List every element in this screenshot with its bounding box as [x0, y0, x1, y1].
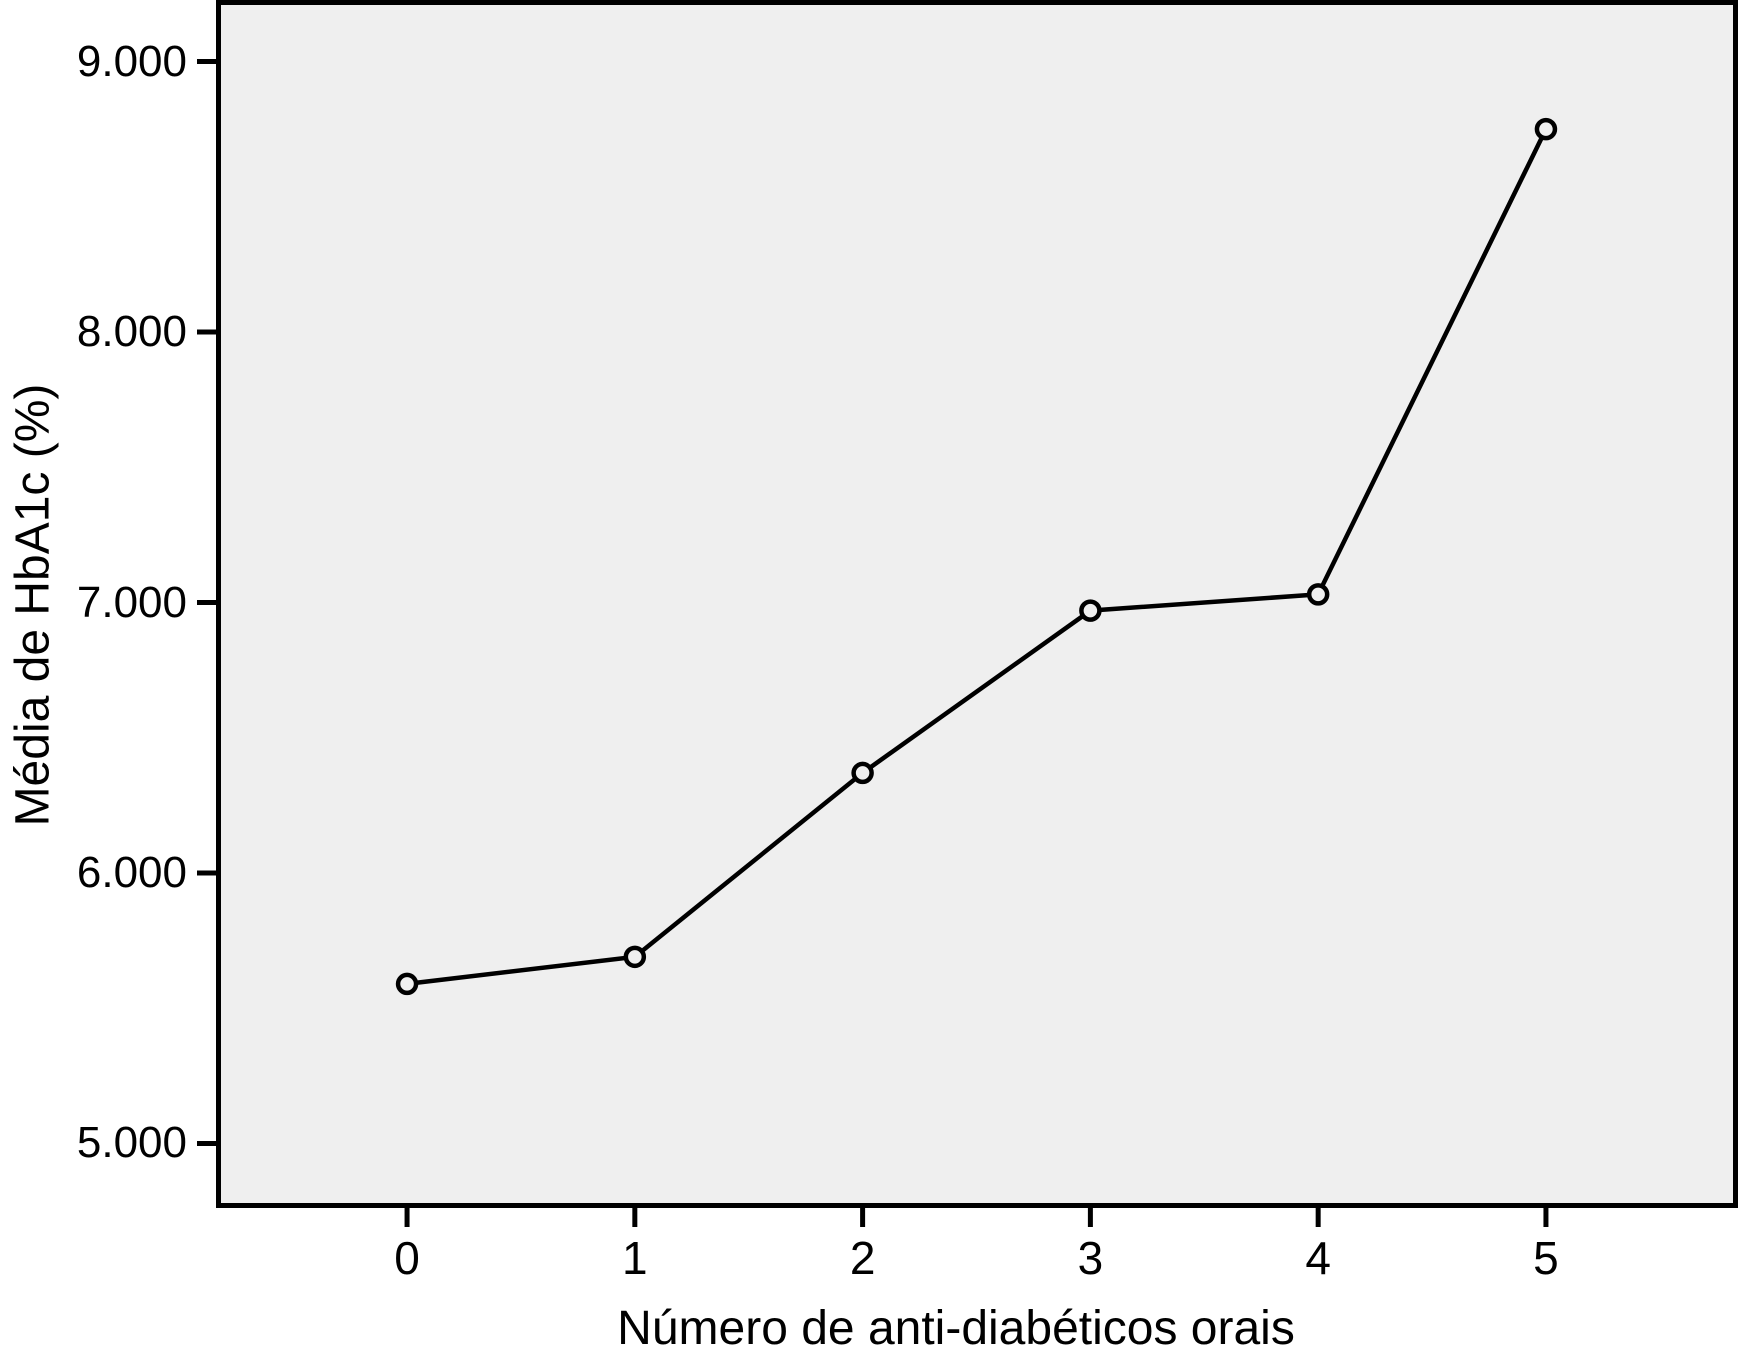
plot-area [216, 0, 1738, 1208]
x-tick-label: 4 [1305, 1232, 1331, 1284]
x-tick-label: 5 [1533, 1232, 1559, 1284]
y-tick-label: 9.000 [76, 36, 187, 86]
y-tick-label: 5.000 [76, 1118, 187, 1168]
y-tick-label: 7.000 [76, 577, 187, 627]
x-tick-label: 1 [622, 1232, 648, 1284]
y-tick-label: 6.000 [76, 847, 187, 897]
x-tick-label: 3 [1077, 1232, 1104, 1284]
x-tick-label: 0 [394, 1232, 420, 1284]
x-axis-title: Número de anti-diabéticos orais [617, 1302, 1295, 1355]
x-tick-label: 2 [849, 1232, 876, 1284]
y-tick-label: 8.000 [76, 307, 187, 356]
